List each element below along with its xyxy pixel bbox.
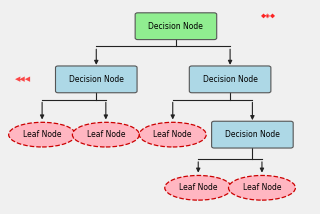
FancyBboxPatch shape xyxy=(212,121,293,148)
Ellipse shape xyxy=(72,122,139,147)
Text: Decision Node: Decision Node xyxy=(69,75,124,84)
FancyBboxPatch shape xyxy=(135,13,217,40)
FancyBboxPatch shape xyxy=(55,66,137,93)
Ellipse shape xyxy=(139,122,206,147)
Ellipse shape xyxy=(9,122,76,147)
Text: Leaf Node: Leaf Node xyxy=(23,130,61,139)
Text: Leaf Node: Leaf Node xyxy=(243,183,281,192)
Text: Leaf Node: Leaf Node xyxy=(154,130,192,139)
Text: Leaf Node: Leaf Node xyxy=(179,183,218,192)
Text: Decision Node: Decision Node xyxy=(203,75,258,84)
FancyBboxPatch shape xyxy=(189,66,271,93)
Text: ◆◈◆: ◆◈◆ xyxy=(261,11,276,20)
Ellipse shape xyxy=(228,175,295,200)
Text: Leaf Node: Leaf Node xyxy=(87,130,125,139)
Text: Decision Node: Decision Node xyxy=(225,130,280,139)
Ellipse shape xyxy=(165,175,232,200)
Text: Decision Node: Decision Node xyxy=(148,22,204,31)
Text: ◀◀◀: ◀◀◀ xyxy=(15,76,31,82)
